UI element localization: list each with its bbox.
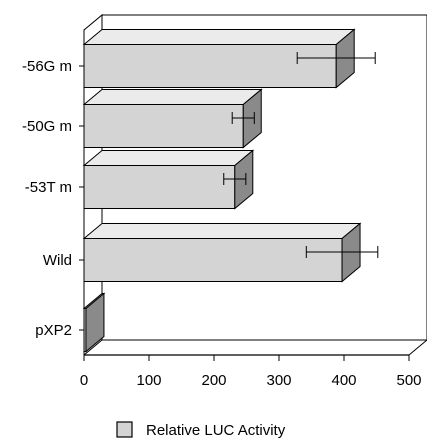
category-label: -56G m — [22, 58, 72, 75]
error-bar — [223, 173, 247, 185]
bar-top-face — [82, 150, 255, 166]
category-label: Wild — [43, 252, 72, 269]
error-bars-layer — [223, 52, 379, 258]
bar — [82, 222, 362, 283]
legend-label: Relative LUC Activity — [146, 422, 286, 439]
category-label: -50G m — [22, 118, 72, 135]
bar-top-face — [82, 89, 263, 105]
error-bar — [231, 112, 255, 124]
back-wall-outline — [102, 14, 427, 340]
category-axis: -56G m -50G m -53T m Wild pXP2 — [22, 58, 84, 339]
x-tick-label: 100 — [136, 372, 161, 389]
error-bar — [305, 246, 379, 258]
error-bar — [296, 52, 376, 64]
bar — [82, 88, 263, 149]
x-axis: 0 100 200 300 400 500 — [80, 354, 422, 389]
legend-swatch — [116, 421, 133, 438]
bar-front-face — [83, 165, 236, 209]
bars-layer — [82, 28, 362, 353]
bar-front-face — [83, 238, 343, 282]
x-tick-label: 500 — [396, 372, 421, 389]
bar-side-face — [85, 292, 105, 353]
bar-top-face — [82, 223, 362, 239]
category-label: pXP2 — [35, 322, 72, 339]
bar — [82, 292, 106, 353]
bar-top-face — [82, 29, 356, 45]
x-tick-label: 0 — [80, 372, 88, 389]
bar-front-face — [83, 104, 244, 148]
bar — [82, 28, 356, 89]
x-tick-label: 200 — [201, 372, 226, 389]
x-tick-label: 300 — [266, 372, 291, 389]
x-tick-label: 400 — [331, 372, 356, 389]
floor-outline — [83, 339, 427, 356]
bar-front-face — [83, 44, 337, 88]
legend: Relative LUC Activity — [116, 421, 286, 439]
category-label: -53T m — [25, 179, 72, 196]
